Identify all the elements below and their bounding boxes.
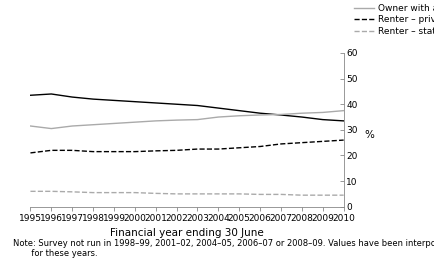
Owner with a mortgage	[278, 113, 283, 116]
Owner with a mortgage	[153, 119, 158, 122]
Renter – private landlord	[278, 142, 283, 145]
Owner without a mortgage	[90, 98, 95, 101]
Renter – state/territory housing authority	[194, 192, 200, 196]
Owner without a mortgage	[49, 92, 54, 96]
Renter – state/territory housing authority	[340, 193, 345, 197]
Line: Renter – state/territory housing authority: Renter – state/territory housing authori…	[30, 191, 343, 195]
Renter – state/territory housing authority	[299, 193, 304, 197]
Owner without a mortgage	[111, 99, 116, 102]
Owner with a mortgage	[319, 111, 325, 114]
Owner with a mortgage	[132, 121, 137, 124]
Renter – private landlord	[340, 139, 345, 142]
Renter – private landlord	[28, 151, 33, 154]
Owner without a mortgage	[278, 113, 283, 117]
Owner with a mortgage	[174, 118, 179, 122]
Owner with a mortgage	[194, 118, 200, 121]
Renter – private landlord	[69, 149, 75, 152]
Renter – private landlord	[111, 150, 116, 153]
Owner without a mortgage	[174, 103, 179, 106]
Renter – private landlord	[257, 145, 262, 148]
Renter – private landlord	[194, 147, 200, 151]
Renter – private landlord	[132, 150, 137, 153]
Renter – private landlord	[236, 146, 241, 149]
Renter – private landlord	[90, 150, 95, 153]
Owner without a mortgage	[340, 119, 345, 122]
Renter – private landlord	[174, 149, 179, 152]
Renter – state/territory housing authority	[278, 193, 283, 196]
Owner without a mortgage	[69, 95, 75, 99]
Renter – state/territory housing authority	[132, 191, 137, 194]
Owner without a mortgage	[319, 118, 325, 121]
Owner with a mortgage	[215, 116, 220, 119]
Renter – state/territory housing authority	[236, 192, 241, 196]
Owner with a mortgage	[299, 112, 304, 115]
Renter – private landlord	[319, 140, 325, 143]
Renter – state/territory housing authority	[90, 191, 95, 194]
Renter – private landlord	[49, 149, 54, 152]
Owner without a mortgage	[153, 101, 158, 105]
Owner without a mortgage	[132, 100, 137, 103]
Renter – state/territory housing authority	[215, 192, 220, 196]
Owner with a mortgage	[257, 113, 262, 117]
Renter – state/territory housing authority	[174, 192, 179, 196]
Owner with a mortgage	[28, 124, 33, 127]
Owner with a mortgage	[69, 124, 75, 127]
Line: Owner with a mortgage: Owner with a mortgage	[30, 111, 343, 129]
Owner with a mortgage	[49, 127, 54, 130]
Renter – private landlord	[215, 147, 220, 151]
Owner without a mortgage	[257, 112, 262, 115]
Owner without a mortgage	[215, 107, 220, 110]
Owner with a mortgage	[340, 109, 345, 112]
Renter – state/territory housing authority	[111, 191, 116, 194]
Renter – state/territory housing authority	[49, 190, 54, 193]
Renter – private landlord	[153, 149, 158, 152]
Legend: Owner without a mortgage, Owner with a mortgage, Renter – private landlord, Rent: Owner without a mortgage, Owner with a m…	[354, 0, 434, 36]
Renter – state/territory housing authority	[69, 190, 75, 193]
Text: Note: Survey not run in 1998–99, 2001–02, 2004–05, 2006–07 or 2008–09. Values ha: Note: Survey not run in 1998–99, 2001–02…	[13, 238, 434, 258]
Owner without a mortgage	[299, 116, 304, 119]
Owner with a mortgage	[236, 114, 241, 117]
Owner without a mortgage	[236, 109, 241, 112]
Owner with a mortgage	[111, 122, 116, 125]
Line: Renter – private landlord: Renter – private landlord	[30, 140, 343, 153]
Renter – state/territory housing authority	[28, 190, 33, 193]
Owner without a mortgage	[194, 104, 200, 107]
Renter – state/territory housing authority	[153, 192, 158, 195]
X-axis label: Financial year ending 30 June: Financial year ending 30 June	[110, 228, 263, 238]
Owner with a mortgage	[90, 123, 95, 126]
Renter – private landlord	[299, 141, 304, 144]
Renter – state/territory housing authority	[319, 193, 325, 197]
Line: Owner without a mortgage: Owner without a mortgage	[30, 94, 343, 121]
Y-axis label: %: %	[363, 130, 373, 140]
Owner without a mortgage	[28, 94, 33, 97]
Renter – state/territory housing authority	[257, 193, 262, 196]
